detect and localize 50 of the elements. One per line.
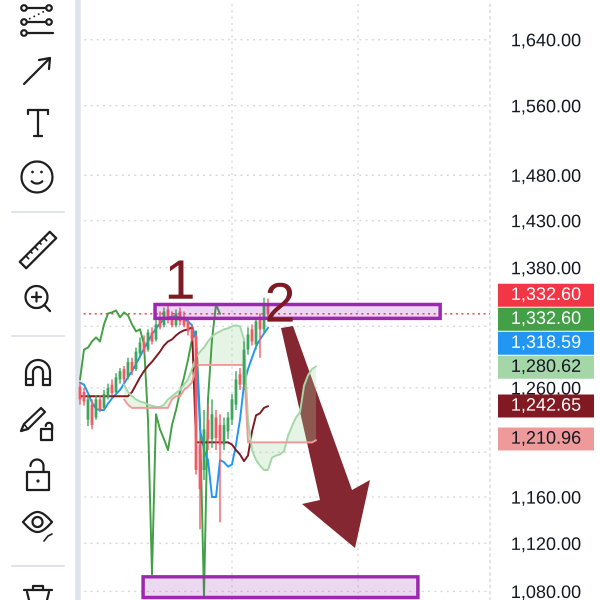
y-tick-label: 1,640.00 [512,34,580,49]
y-tick-label: 1,480.00 [512,169,580,184]
text: 1,210.96 [512,431,580,446]
candlestick [158,310,162,330]
candlestick [222,416,226,451]
candlestick [94,394,98,420]
candlestick [78,382,82,406]
candlestick [110,378,114,396]
candlestick [130,357,134,376]
ref-line-label: 1,332.60 [512,287,580,302]
y-tick-label: 1,560.00 [512,100,580,115]
candlestick [246,326,250,356]
candlestick [114,372,118,395]
candlestick [238,367,242,391]
candlestick [250,324,254,346]
text: 1,280.62 [512,359,580,374]
candlestick [162,306,166,328]
candlestick [206,404,210,451]
candlestick [126,357,130,380]
candlestick [214,409,218,451]
candlestick [146,328,150,352]
candlestick [90,398,94,430]
candlestick [182,310,186,328]
candlestick [102,389,106,411]
candlestick [142,334,146,354]
line-series [79,304,221,599]
y-tick-label: 1,380.00 [512,262,580,277]
y-tick-label: 1,120.00 [512,537,580,552]
text: 1,318.59 [512,335,580,350]
candlestick [98,394,102,413]
candlestick [122,365,126,384]
candlestick [178,306,182,326]
candlestick [170,310,174,328]
text: 1,242.65 [512,398,580,413]
y-tick-label: 1,430.00 [512,214,580,230]
candlestick [86,393,90,427]
annotation: 1 [168,260,193,299]
y-tick-label: 1,160.00 [512,490,580,506]
text: 1,332.60 [512,311,580,326]
y-tick-label: 1,080.00 [512,585,580,600]
candlestick [150,326,154,346]
candlestick [154,318,158,342]
candlestick [258,312,262,358]
line-series [123,364,317,444]
candlestick [174,308,178,328]
y-tick-label: 1,260.00 [512,382,580,397]
candlestick [166,304,170,324]
candlestick [82,387,86,406]
candlestick [134,346,138,372]
candlestick [218,414,222,524]
